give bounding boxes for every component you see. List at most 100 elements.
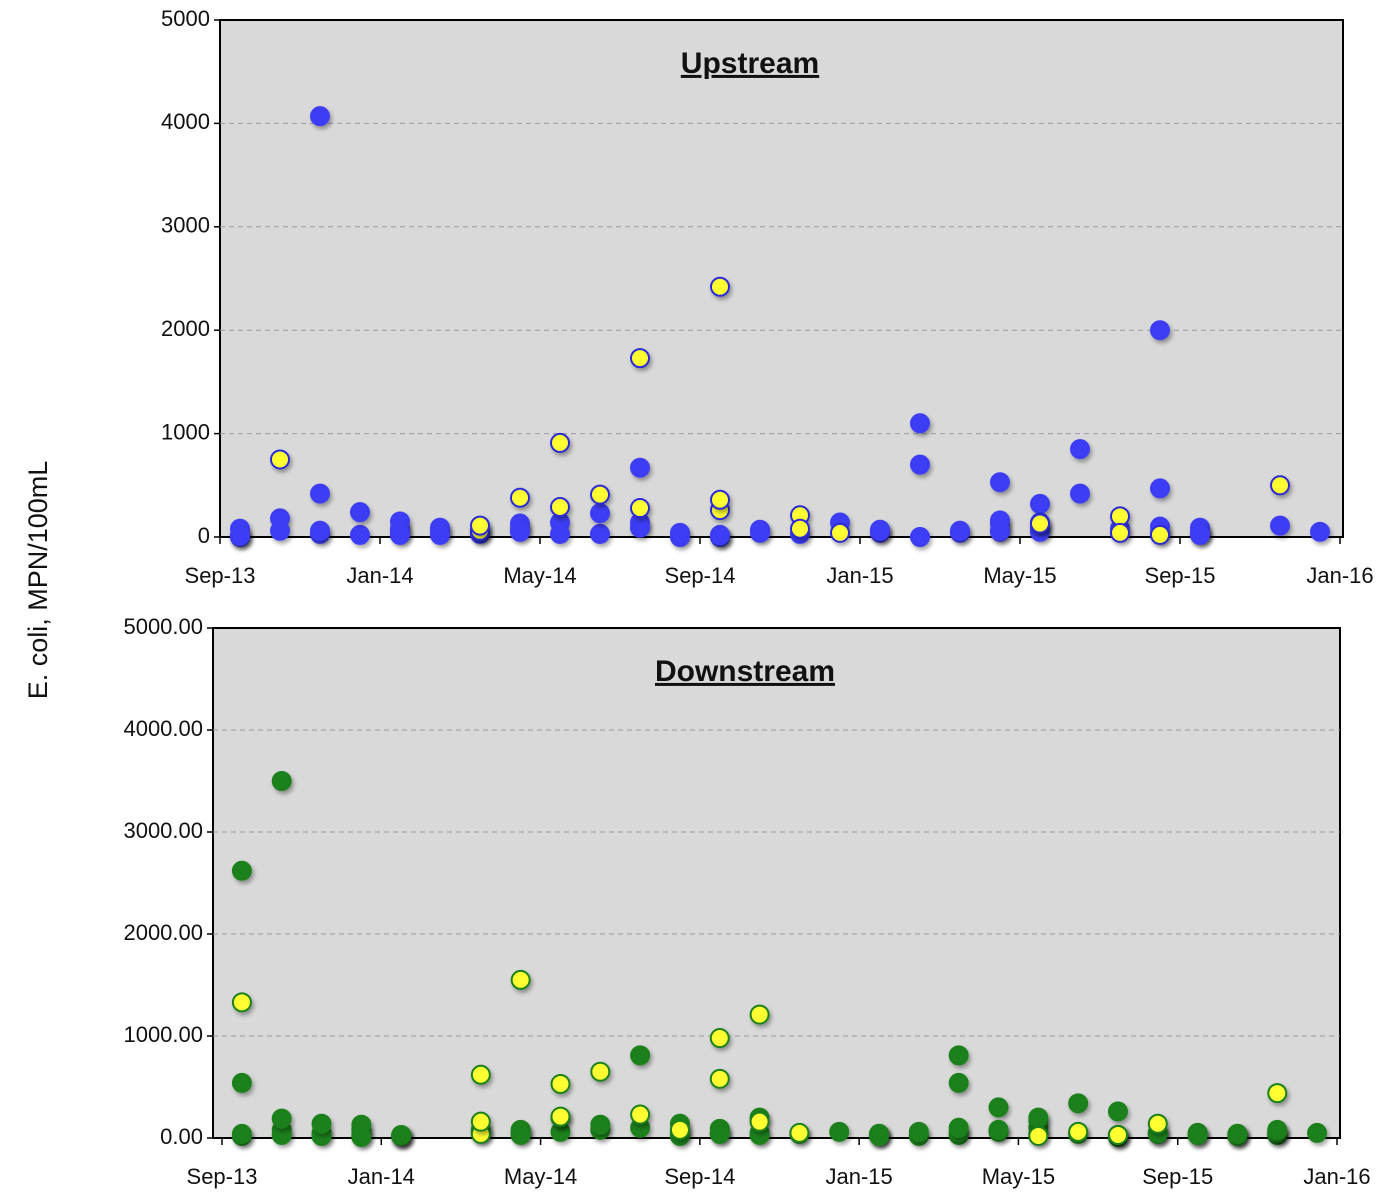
data-point — [1068, 1093, 1089, 1114]
data-point — [1150, 478, 1170, 499]
data-point — [1310, 521, 1330, 542]
data-point — [510, 521, 530, 542]
x-tick-label: Jan-14 — [348, 1164, 415, 1189]
data-point — [550, 523, 570, 544]
x-tick-label: Jan-15 — [826, 1164, 893, 1189]
data-point — [470, 515, 490, 536]
data-point — [710, 276, 730, 297]
data-point — [749, 1004, 770, 1025]
x-tick-label: Sep-13 — [185, 563, 256, 588]
data-point — [910, 413, 930, 434]
data-point — [1030, 513, 1050, 534]
x-tick-label: Jan-15 — [826, 563, 893, 588]
data-point — [830, 522, 850, 543]
y-axis-label: E. coli, MPN/100mL — [23, 461, 53, 700]
data-point — [948, 1117, 969, 1138]
data-point — [1187, 1124, 1208, 1145]
data-point — [510, 1124, 531, 1145]
data-point — [550, 432, 570, 453]
data-point — [908, 1121, 929, 1142]
data-point — [590, 503, 610, 524]
data-point — [270, 449, 290, 470]
data-point — [1270, 515, 1290, 536]
x-tick-label: Jan-16 — [1303, 1164, 1370, 1189]
data-point — [231, 1123, 252, 1144]
data-point — [1028, 1107, 1049, 1128]
data-point — [950, 520, 970, 541]
plot-panel: 0.00 1000.00 2000.00 3000.00 4000.00 5000.00 S… — [123, 614, 1370, 1189]
data-point — [990, 520, 1010, 541]
x-tick-label: May-15 — [982, 1164, 1055, 1189]
data-point — [590, 1114, 611, 1135]
data-point — [630, 457, 650, 478]
data-point — [1068, 1121, 1089, 1142]
data-point — [390, 524, 410, 545]
data-point — [1147, 1113, 1168, 1134]
data-point — [231, 992, 252, 1013]
data-point — [670, 527, 690, 547]
y-tick-label: 1000.00 — [123, 1022, 203, 1047]
data-point — [1107, 1124, 1128, 1145]
data-point — [1030, 493, 1050, 514]
data-point — [1070, 439, 1090, 460]
data-point — [351, 1126, 372, 1147]
data-point — [750, 522, 770, 543]
x-tick-label: May-14 — [503, 563, 576, 588]
x-tick-label: Jan-16 — [1306, 563, 1373, 588]
plot-area — [212, 627, 1341, 1139]
y-tick-label: 0 — [198, 523, 210, 548]
data-point — [630, 1104, 651, 1125]
data-point — [1190, 524, 1210, 545]
data-point — [630, 517, 650, 538]
y-tick-label: 4000.00 — [123, 716, 203, 741]
y-tick-label: 5000.00 — [123, 614, 203, 639]
data-point — [430, 524, 450, 545]
data-point — [669, 1119, 690, 1140]
data-point — [550, 497, 570, 518]
data-point — [1110, 522, 1130, 543]
data-point — [590, 1061, 611, 1082]
data-point — [630, 348, 650, 369]
data-point — [749, 1111, 770, 1132]
data-point — [1267, 1119, 1288, 1140]
data-point — [550, 1106, 571, 1127]
x-tick-label: Jan-14 — [346, 563, 413, 588]
x-tick-label: Sep-15 — [1145, 563, 1216, 588]
y-tick-label: 3000 — [161, 213, 210, 238]
data-point — [630, 1045, 651, 1066]
data-point — [1107, 1101, 1128, 1122]
data-point — [988, 1119, 1009, 1140]
x-tick-label: May-14 — [504, 1164, 577, 1189]
data-point — [470, 1111, 491, 1132]
x-tick-label: Sep-13 — [187, 1164, 258, 1189]
data-point — [391, 1124, 412, 1145]
data-point — [590, 484, 610, 505]
data-point — [550, 1073, 571, 1094]
data-point — [948, 1072, 969, 1093]
chart-title: Downstream — [655, 655, 835, 688]
data-point — [988, 1097, 1009, 1118]
data-point — [1028, 1125, 1049, 1146]
y-tick-label: 1000 — [161, 419, 210, 444]
data-point — [1150, 320, 1170, 341]
data-point — [910, 527, 930, 547]
y-tick-label: 5000 — [161, 6, 210, 31]
data-point — [350, 524, 370, 545]
data-point — [510, 487, 530, 508]
data-point — [789, 1122, 810, 1143]
data-point — [709, 1028, 730, 1049]
x-tick-label: Sep-14 — [665, 563, 736, 588]
data-point — [270, 520, 290, 541]
data-point — [1307, 1122, 1328, 1143]
data-point — [948, 1045, 969, 1066]
data-point — [230, 525, 250, 546]
data-point — [709, 1068, 730, 1089]
data-point — [1110, 506, 1130, 527]
y-tick-label: 3000.00 — [123, 818, 203, 843]
data-point — [829, 1121, 850, 1142]
chart-title: Upstream — [681, 47, 819, 80]
plot-area — [219, 19, 1344, 538]
data-point — [271, 1124, 292, 1145]
data-point — [231, 1072, 252, 1093]
